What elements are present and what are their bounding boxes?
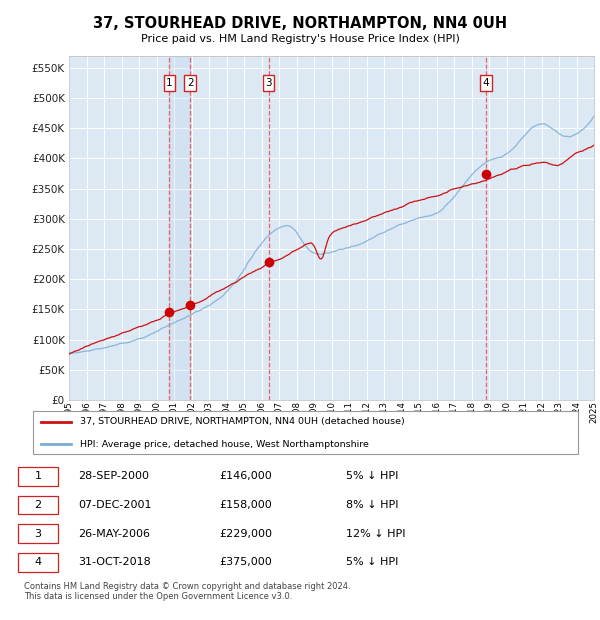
Text: 3: 3 <box>34 529 41 539</box>
Text: 1: 1 <box>166 78 173 88</box>
Text: 4: 4 <box>34 557 41 567</box>
Text: 12% ↓ HPI: 12% ↓ HPI <box>346 529 406 539</box>
Text: 37, STOURHEAD DRIVE, NORTHAMPTON, NN4 0UH: 37, STOURHEAD DRIVE, NORTHAMPTON, NN4 0U… <box>93 16 507 30</box>
FancyBboxPatch shape <box>18 553 58 572</box>
Text: 4: 4 <box>483 78 490 88</box>
Text: 2: 2 <box>34 500 41 510</box>
Text: Contains HM Land Registry data © Crown copyright and database right 2024.
This d: Contains HM Land Registry data © Crown c… <box>24 582 350 601</box>
Text: £229,000: £229,000 <box>220 529 272 539</box>
Text: 26-MAY-2006: 26-MAY-2006 <box>78 529 150 539</box>
Text: 5% ↓ HPI: 5% ↓ HPI <box>346 557 398 567</box>
Text: 31-OCT-2018: 31-OCT-2018 <box>78 557 151 567</box>
Text: 8% ↓ HPI: 8% ↓ HPI <box>346 500 398 510</box>
FancyBboxPatch shape <box>18 467 58 485</box>
Text: 3: 3 <box>265 78 272 88</box>
Text: 28-SEP-2000: 28-SEP-2000 <box>78 471 149 481</box>
Text: 1: 1 <box>34 471 41 481</box>
Text: 37, STOURHEAD DRIVE, NORTHAMPTON, NN4 0UH (detached house): 37, STOURHEAD DRIVE, NORTHAMPTON, NN4 0U… <box>80 417 404 427</box>
FancyBboxPatch shape <box>33 411 578 454</box>
Text: 5% ↓ HPI: 5% ↓ HPI <box>346 471 398 481</box>
Bar <box>169 56 190 400</box>
Text: 07-DEC-2001: 07-DEC-2001 <box>78 500 152 510</box>
Text: £375,000: £375,000 <box>220 557 272 567</box>
Text: HPI: Average price, detached house, West Northamptonshire: HPI: Average price, detached house, West… <box>80 440 368 449</box>
FancyBboxPatch shape <box>18 495 58 514</box>
Text: £146,000: £146,000 <box>220 471 272 481</box>
Text: 2: 2 <box>187 78 194 88</box>
Text: Price paid vs. HM Land Registry's House Price Index (HPI): Price paid vs. HM Land Registry's House … <box>140 34 460 44</box>
FancyBboxPatch shape <box>18 525 58 543</box>
Text: £158,000: £158,000 <box>220 500 272 510</box>
